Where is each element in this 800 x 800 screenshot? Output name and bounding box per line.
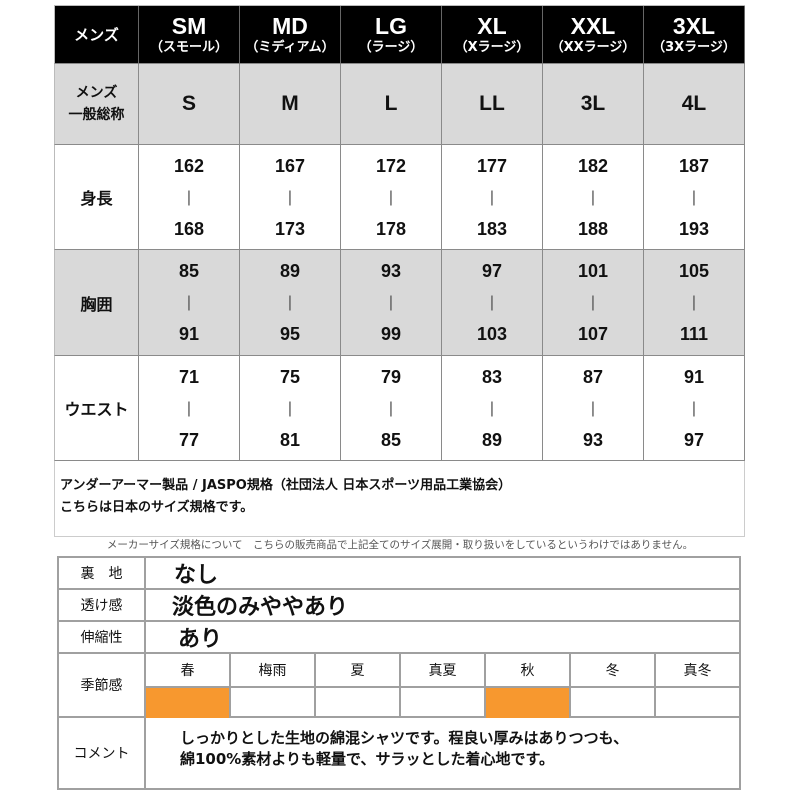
size-code: XL (477, 12, 507, 39)
waist-cell: 87 | 93 (543, 356, 644, 461)
waist-cell: 91 | 97 (644, 356, 745, 461)
size-code: MD (272, 12, 308, 39)
comment-line-1: しっかりとした生地の綿混シャツです。程良い厚みはありつつも、 (180, 729, 629, 747)
comment-label: コメント (59, 718, 146, 788)
sheerness-value: 淡色のみややあり (172, 595, 349, 620)
height-row: 身長 162 | 168 167 | 173 172 | 178 177 | 183 182 | 1… (54, 145, 745, 250)
height-cell: 172 | 178 (341, 145, 442, 250)
height-cell: 187 | 193 (644, 145, 745, 250)
size-name: （スモール） (149, 39, 228, 55)
size-code: SM (171, 12, 207, 39)
season-indicator (316, 688, 401, 718)
season-names-row: 春 梅雨 夏 真夏 秋 冬 真冬 (146, 654, 739, 688)
season-indicator (656, 688, 739, 718)
season-indicator (401, 688, 486, 718)
comment-line-2: 綿100%素材よりも軽量で、サラッとした着心地です。 (180, 750, 554, 768)
waist-row: ウエスト 71 | 77 75 | 81 79 | 85 83 | 89 87 | 93 91 | 97 (54, 356, 745, 461)
season-indicator (231, 688, 316, 718)
size-chart-table: メンズ SM （スモール） MD （ミディアム） LG （ラージ） XL （Xラージ） … (54, 5, 745, 461)
stretch-value: あり (178, 627, 223, 652)
comment-row: コメント しっかりとした生地の綿混シャツです。程良い厚みはありつつも、 綿100… (59, 718, 739, 788)
row-label: メンズ (75, 85, 118, 101)
chest-cell: 105 | 111 (644, 250, 745, 356)
sheerness-label: 透け感 (59, 590, 146, 620)
height-cell: 177 | 183 (442, 145, 543, 250)
maker-size-footnote: メーカーサイズ規格について こちらの販売商品で上記全てのサイズ展開・取り扱いをし… (106, 539, 694, 551)
waist-cell: 71 | 77 (139, 356, 240, 461)
size-header-xxl: XXL （XXラージ） (543, 6, 644, 64)
note-line-1: アンダーアーマー製品 / JASPO規格（社団法人 日本スポーツ用品工業協会） (60, 478, 512, 493)
lining-label: 裏 地 (59, 558, 146, 588)
size-name: （XXラージ） (550, 39, 636, 55)
chest-cell: 85 | 91 (139, 250, 240, 356)
size-name: （ミディアム） (245, 39, 335, 55)
chest-cell: 89 | 95 (240, 250, 341, 356)
waist-label-cell: ウエスト (54, 356, 139, 461)
row-label: ウエスト (64, 400, 129, 419)
size-header-row: メンズ SM （スモール） MD （ミディアム） LG （ラージ） XL （Xラージ） … (54, 5, 745, 64)
chest-cell: 101 | 107 (543, 250, 644, 356)
height-label-cell: 身長 (54, 145, 139, 250)
row-label: 身長 (80, 189, 113, 208)
header-label-cell: メンズ (54, 6, 139, 64)
lining-row: 裏 地 なし (59, 558, 739, 590)
chest-cell: 97 | 103 (442, 250, 543, 356)
season-grid: 春 梅雨 夏 真夏 秋 冬 真冬 (146, 654, 739, 718)
row-label: 胸囲 (80, 294, 113, 314)
season-winter: 冬 (571, 654, 656, 686)
general-name-cell: 4L (644, 64, 745, 145)
season-rainy: 梅雨 (231, 654, 316, 686)
header-label: メンズ (74, 26, 119, 44)
general-name-cell: M (240, 64, 341, 145)
height-cell: 182 | 188 (543, 145, 644, 250)
season-autumn: 秋 (486, 654, 571, 686)
stretch-label: 伸縮性 (59, 622, 146, 652)
general-name-label-cell: メンズ 一般総称 (54, 64, 139, 145)
lining-value: なし (174, 563, 219, 588)
season-indicator (486, 688, 571, 718)
chest-row: 胸囲 85 | 91 89 | 95 93 | 99 97 | 103 101 | 107 105 |… (54, 250, 745, 356)
size-header-3xl: 3XL （3Xラージ） (644, 6, 745, 64)
size-standard-note: アンダーアーマー製品 / JASPO規格（社団法人 日本スポーツ用品工業協会） … (54, 461, 745, 537)
season-midsummer: 真夏 (401, 654, 486, 686)
height-cell: 167 | 173 (240, 145, 341, 250)
chest-cell: 93 | 99 (341, 250, 442, 356)
stretch-row: 伸縮性 あり (59, 622, 739, 654)
size-header-sm: SM （スモール） (139, 6, 240, 64)
size-header-lg: LG （ラージ） (341, 6, 442, 64)
sheerness-row: 透け感 淡色のみややあり (59, 590, 739, 622)
season-summer: 夏 (316, 654, 401, 686)
size-code: 3XL (672, 12, 716, 39)
season-indicator (571, 688, 656, 718)
season-indicator-row (146, 688, 739, 718)
height-cell: 162 | 168 (139, 145, 240, 250)
season-spring: 春 (146, 654, 231, 686)
size-name: （3Xラージ） (652, 39, 736, 55)
size-code: LG (375, 12, 407, 39)
waist-cell: 75 | 81 (240, 356, 341, 461)
general-name-cell: L (341, 64, 442, 145)
season-row: 季節感 春 梅雨 夏 真夏 秋 冬 真冬 (59, 654, 739, 718)
season-label: 季節感 (59, 654, 146, 716)
general-name-cell: 3L (543, 64, 644, 145)
size-header-md: MD （ミディアム） (240, 6, 341, 64)
general-name-cell: LL (442, 64, 543, 145)
general-name-cell: S (139, 64, 240, 145)
general-name-row: メンズ 一般総称 S M L LL 3L 4L (54, 64, 745, 145)
row-label: 一般総称 (68, 107, 125, 123)
waist-cell: 83 | 89 (442, 356, 543, 461)
fabric-spec-table: 裏 地 なし 透け感 淡色のみややあり 伸縮性 あり 季節感 春 梅雨 夏 真夏… (57, 556, 741, 790)
season-indicator (146, 688, 231, 718)
size-name: （Xラージ） (454, 39, 530, 55)
size-name: （ラージ） (358, 39, 424, 55)
chest-label-cell: 胸囲 (54, 250, 139, 356)
note-line-2: こちらは日本のサイズ規格です。 (60, 500, 254, 515)
comment-text: しっかりとした生地の綿混シャツです。程良い厚みはありつつも、 綿100%素材より… (146, 718, 739, 788)
waist-cell: 79 | 85 (341, 356, 442, 461)
size-code: XXL (570, 12, 616, 39)
size-header-xl: XL （Xラージ） (442, 6, 543, 64)
season-midwinter: 真冬 (683, 663, 712, 679)
